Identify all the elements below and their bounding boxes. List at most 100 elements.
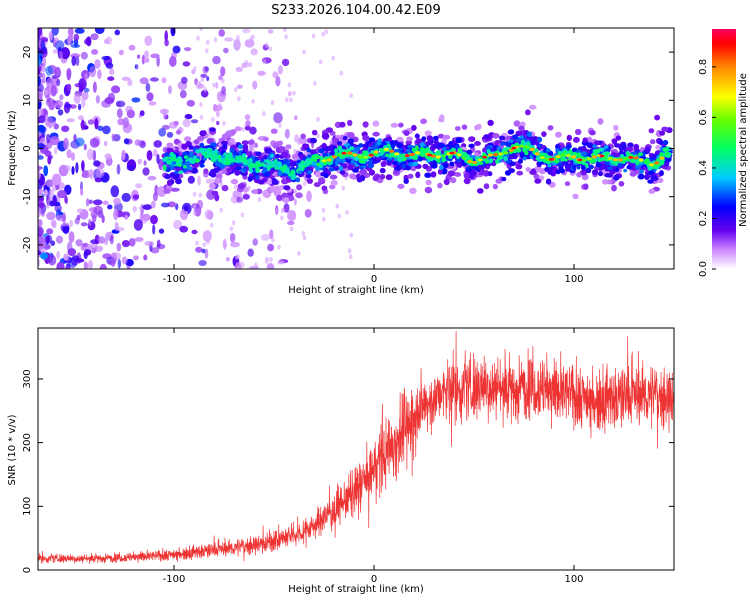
- ridge-blob: [442, 134, 451, 140]
- ridge-blob: [225, 160, 231, 166]
- noise-blob: [137, 158, 142, 165]
- x-tick-label: -100: [163, 274, 186, 285]
- ridge-blob: [347, 132, 355, 139]
- noise-blob: [52, 49, 58, 54]
- noise-blob: [192, 210, 197, 216]
- noise-blob: [111, 133, 115, 142]
- noise-blob: [257, 70, 266, 76]
- noise-blob: [41, 72, 46, 81]
- ridge-blob: [423, 148, 429, 153]
- noise-blob: [66, 149, 72, 159]
- noise-blob: [166, 131, 174, 138]
- ridge-blob: [439, 164, 444, 170]
- ridge-blob: [617, 164, 623, 168]
- ridge-blob: [277, 171, 283, 176]
- noise-blob: [132, 194, 140, 200]
- noise-blob: [146, 150, 153, 161]
- noise-blob: [211, 117, 215, 123]
- ridge-blob: [637, 152, 644, 156]
- ridge-core: [248, 168, 254, 173]
- y-tick-label: 300: [22, 369, 33, 388]
- noise-blob: [121, 192, 131, 202]
- noise-blob: [191, 229, 198, 235]
- noise-blob: [144, 241, 155, 246]
- noise-blob: [249, 62, 253, 68]
- ridge-blob: [625, 146, 633, 152]
- noise-blob: [143, 160, 147, 166]
- ridge-blob: [541, 131, 547, 138]
- noise-blob: [289, 97, 293, 103]
- ridge-blob: [441, 157, 446, 163]
- ridge-blob: [437, 133, 445, 139]
- ridge-blob: [405, 140, 413, 146]
- ridge-blob: [588, 164, 594, 170]
- noise-blob: [52, 196, 58, 207]
- snr-plot-area: [38, 328, 674, 570]
- ridge-peak: [599, 154, 605, 158]
- ridge-blob: [659, 160, 665, 166]
- noise-blob: [167, 201, 177, 208]
- ridge-core: [383, 147, 389, 151]
- noise-blob: [104, 140, 108, 147]
- ridge-core: [649, 163, 655, 167]
- ridge-core: [227, 152, 233, 156]
- snr-series-line: [38, 331, 674, 566]
- noise-blob: [267, 243, 275, 252]
- ridge-blob: [368, 137, 376, 143]
- ridge-blob: [571, 164, 577, 170]
- noise-blob: [137, 54, 141, 59]
- noise-blob: [48, 31, 53, 41]
- noise-blob: [202, 230, 212, 242]
- ridge-blob: [306, 157, 311, 162]
- noise-blob: [341, 185, 346, 191]
- noise-blob: [164, 39, 169, 47]
- ridge-blob: [321, 185, 328, 191]
- noise-blob: [179, 90, 187, 99]
- ridge-blob: [597, 118, 604, 125]
- ridge-blob: [497, 155, 502, 161]
- ridge-core: [213, 149, 219, 153]
- noise-blob: [183, 47, 192, 52]
- noise-blob: [88, 218, 92, 227]
- snr-frame: [37, 327, 675, 571]
- ridge-blob: [285, 144, 292, 150]
- noise-blob: [80, 189, 84, 196]
- noise-blob: [141, 54, 145, 65]
- ridge-core: [643, 161, 650, 165]
- noise-blob: [44, 89, 49, 96]
- ridge-core: [498, 152, 504, 156]
- ridge-blob: [468, 143, 475, 148]
- ridge-blob: [195, 149, 201, 154]
- noise-blob: [212, 55, 221, 65]
- ridge-blob: [518, 158, 523, 164]
- noise-blob: [218, 29, 225, 37]
- ridge-blob: [276, 194, 283, 202]
- ridge-blob: [173, 120, 179, 126]
- noise-blob: [74, 217, 80, 225]
- ridge-core: [283, 169, 289, 174]
- noise-blob: [53, 119, 57, 128]
- noise-blob: [199, 102, 203, 108]
- ridge-core: [297, 170, 303, 174]
- noise-blob: [231, 220, 236, 226]
- ridge-blob: [279, 146, 286, 152]
- noise-blob: [133, 219, 143, 231]
- ridge-core: [331, 155, 337, 159]
- noise-blob: [162, 109, 167, 119]
- ridge-blob: [661, 126, 669, 132]
- ridge-blob: [339, 121, 346, 128]
- ridge-blob: [547, 125, 554, 131]
- noise-blob: [59, 94, 64, 101]
- ridge-blob: [600, 157, 606, 162]
- ridge-blob: [483, 134, 491, 140]
- noise-blob: [287, 82, 292, 88]
- noise-blob: [115, 100, 126, 108]
- ridge-core: [493, 152, 499, 157]
- ridge-blob: [513, 120, 521, 127]
- ridge-blob: [524, 150, 529, 156]
- noise-blob: [281, 58, 290, 67]
- noise-blob: [150, 214, 158, 225]
- noise-blob: [187, 175, 195, 184]
- ridge-blob: [411, 124, 417, 131]
- noise-blob: [97, 236, 106, 244]
